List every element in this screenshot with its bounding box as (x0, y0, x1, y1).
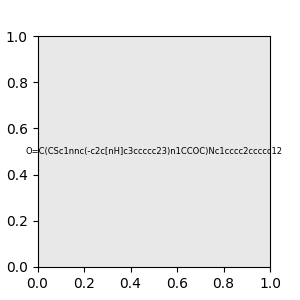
Text: O=C(CSc1nnc(-c2c[nH]c3ccccc23)n1CCOC)Nc1cccc2ccccc12: O=C(CSc1nnc(-c2c[nH]c3ccccc23)n1CCOC)Nc1… (25, 147, 282, 156)
